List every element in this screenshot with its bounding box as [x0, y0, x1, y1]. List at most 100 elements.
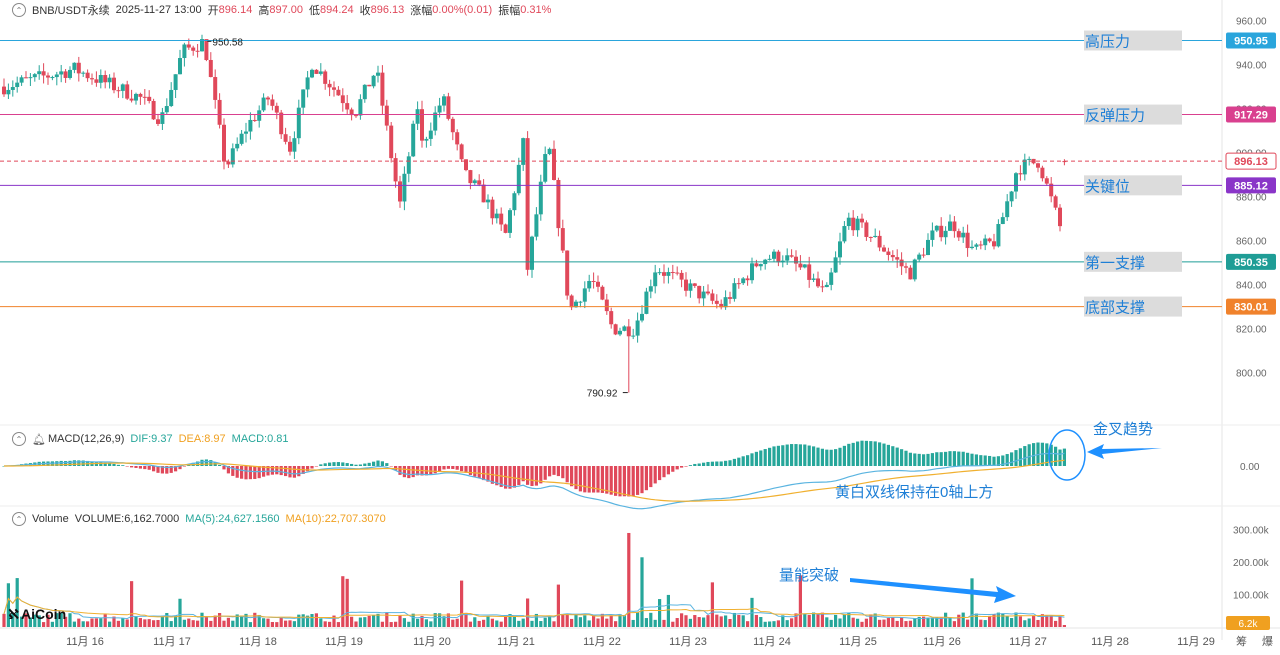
macd-bar [939, 452, 943, 466]
volume-bar [781, 615, 785, 627]
macd-bar [112, 463, 116, 466]
volume-bar [64, 616, 68, 627]
candle-body [415, 109, 420, 124]
macd-bar [121, 465, 125, 466]
candle-body [50, 77, 55, 79]
level-label-bg [1084, 30, 1182, 51]
macd-bar [996, 456, 1000, 466]
macd-bar [292, 466, 296, 478]
x-tick-label: 11月 26 [923, 636, 961, 648]
macd-bar [878, 442, 882, 466]
candle-body [208, 59, 213, 78]
candle-body [239, 133, 244, 144]
candle-body [459, 144, 464, 160]
candle-body [151, 100, 156, 120]
volume-bar [143, 619, 147, 627]
candle-body [824, 284, 829, 288]
candle-body [10, 87, 15, 90]
collapse-chevron-icon[interactable]: ⌃ [12, 512, 26, 526]
volume-bar [24, 613, 28, 627]
volume-bar [262, 618, 266, 627]
annotation-arrow [1087, 444, 1162, 459]
candle-body [732, 283, 737, 299]
volume-bar [389, 622, 393, 627]
volume-bar [715, 614, 719, 627]
candle-body [72, 62, 77, 70]
volume-bar [869, 614, 873, 627]
candle-body [811, 278, 816, 280]
candle-body [292, 138, 297, 152]
volume-bar [490, 618, 494, 627]
macd-bar [838, 447, 842, 466]
macd-bar [794, 444, 798, 466]
candle-body [28, 77, 33, 79]
macd-bar [332, 462, 336, 466]
candle-body [1000, 217, 1005, 225]
volume-bar [1062, 625, 1066, 627]
volume-bar [222, 620, 226, 627]
candle-body [604, 299, 609, 312]
candle-body [358, 99, 363, 116]
candle-body [437, 105, 442, 113]
volume-bar [741, 615, 745, 627]
candle-body [464, 159, 468, 171]
volume-bar [600, 613, 604, 627]
macd-bar [891, 446, 895, 466]
x-tick-label: 11月 27 [1009, 636, 1047, 648]
volume-bar [904, 621, 908, 627]
macd-bar [319, 464, 323, 466]
macd-bar [631, 466, 635, 497]
level-price-tag [1226, 298, 1276, 315]
volume-bar [46, 614, 50, 627]
candle-body [860, 218, 864, 223]
close-label: 收 [359, 5, 371, 17]
volume-bar [900, 617, 904, 627]
volume-bar [728, 619, 732, 627]
candle-body [428, 130, 433, 139]
x-tick-label: 11月 24 [753, 636, 791, 648]
volume-bar [913, 618, 917, 627]
macd-bar [724, 460, 728, 466]
chips-label: 筹 [1236, 634, 1247, 648]
level-price: 850.35 [1234, 257, 1268, 269]
candle-body [107, 77, 112, 83]
candle-body [750, 263, 754, 281]
bell-icon[interactable]: 🔔︎ [32, 433, 46, 446]
volume-bar [15, 578, 19, 627]
collapse-chevron-icon[interactable]: ⌃ [12, 3, 26, 17]
volume-bar [917, 616, 921, 627]
volume-bar [636, 612, 640, 627]
macd-bar [165, 466, 169, 474]
volume-bar [517, 620, 521, 627]
volume-bar [1040, 614, 1044, 627]
candle-body [296, 107, 301, 139]
macd-bar [306, 466, 310, 472]
macd-bar [345, 463, 349, 466]
macd-bar [1049, 444, 1053, 466]
volume-bar [473, 617, 477, 627]
volume-tick-label: 100.00k [1233, 591, 1270, 602]
macd-bar [728, 460, 732, 466]
candle-body [98, 75, 103, 83]
volume-bar [737, 614, 741, 627]
golden-cross-annotation: 金叉趋势 [1093, 421, 1153, 438]
candle-body [829, 272, 834, 285]
candle-body [543, 154, 548, 182]
candle-body [46, 75, 50, 78]
volume-bar [759, 617, 763, 627]
macd-bar [948, 451, 952, 466]
volume-bar [196, 620, 200, 627]
candle-body [349, 109, 354, 116]
candle-body [156, 119, 160, 124]
low-annotation: 790.92 [587, 389, 618, 400]
candle-body [657, 272, 662, 274]
macd-bar [275, 466, 279, 475]
macd-bar [270, 466, 274, 475]
macd-bar [385, 463, 389, 466]
collapse-chevron-icon[interactable]: ⌃ [12, 432, 26, 446]
volume-bar [838, 618, 842, 627]
volume-bar [732, 612, 736, 627]
volume-bar [253, 612, 257, 627]
x-tick-label: 11月 19 [325, 636, 363, 648]
